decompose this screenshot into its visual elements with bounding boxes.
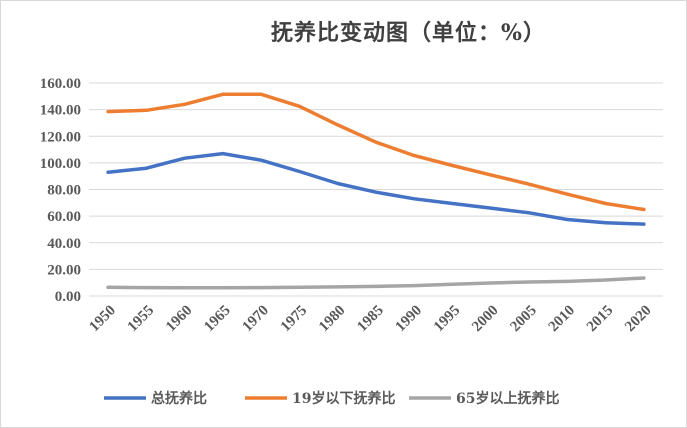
y-tick-label: 80.00 (47, 183, 81, 199)
series-line-1 (106, 92, 646, 212)
x-tick-label: 1980 (316, 303, 349, 336)
y-tick-label: 160.00 (40, 76, 81, 92)
x-tick-label: 1990 (393, 303, 426, 336)
y-tick-label: 120.00 (40, 129, 81, 145)
y-tick-label: 100.00 (40, 156, 81, 172)
y-tick-label: 0.00 (55, 289, 81, 305)
x-tick-label: 2010 (546, 303, 579, 336)
x-tick-label: 1965 (201, 303, 234, 336)
y-tick-label: 20.00 (47, 262, 81, 278)
x-tick-label: 1970 (240, 303, 273, 336)
x-tick-label: 1975 (278, 303, 311, 336)
chart-title: 抚养比变动图（单位：%） (271, 20, 546, 46)
legend-label-2: 65岁以上抚养比 (456, 390, 559, 407)
grid-lines (89, 82, 663, 297)
x-tick-label: 1960 (163, 303, 196, 336)
x-tick-label: 1995 (431, 303, 464, 336)
x-tick-label: 2000 (469, 303, 502, 336)
series-line-2 (106, 276, 646, 290)
legend: 总抚养比 19岁以下抚养比 65岁以上抚养比 (104, 390, 559, 407)
legend-label-1: 19岁以下抚养比 (292, 390, 395, 407)
x-tick-label: 1950 (86, 303, 119, 336)
series-lines (106, 92, 646, 290)
x-tick-label: 1955 (125, 303, 158, 336)
series-line-0 (106, 151, 646, 226)
y-tick-label: 40.00 (47, 236, 81, 252)
y-axis-ticks: 0.00 20.00 40.00 60.00 80.00 100.00 120.00 140.… (40, 76, 81, 305)
x-tick-label: 1985 (354, 303, 387, 336)
y-tick-label: 60.00 (47, 209, 81, 225)
y-tick-label: 140.00 (40, 103, 81, 119)
x-tick-label: 2015 (584, 303, 617, 336)
x-tick-label: 2005 (507, 303, 540, 336)
x-tick-label: 2020 (622, 303, 655, 336)
x-axis-ticks: 1950 1955 1960 1965 1970 1975 1980 1985 1990 1995… (86, 303, 654, 336)
legend-label-0: 总抚养比 (151, 390, 207, 407)
